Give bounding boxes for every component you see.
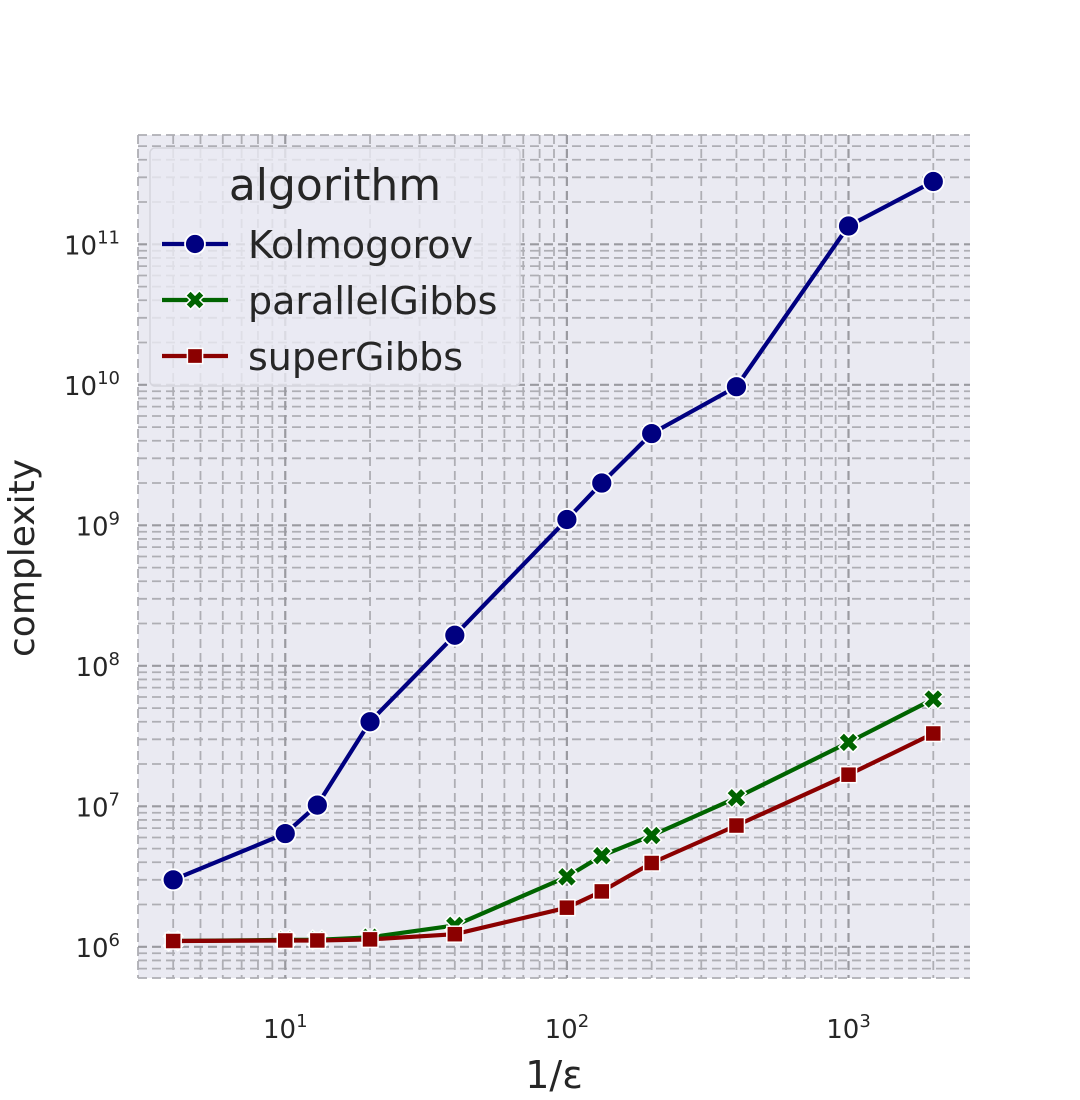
legend: algorithm Kolmogorov parallelGibbs superGi… bbox=[149, 147, 521, 387]
y-axis-ticks: 106 107 108 109 1010 1011 bbox=[64, 227, 120, 964]
legend-label: superGibbs bbox=[248, 335, 463, 379]
data-point-Kolmogorov bbox=[358, 710, 382, 734]
legend-label: parallelGibbs bbox=[248, 279, 497, 323]
data-point-parallelGibbs bbox=[922, 688, 945, 710]
data-point-Kolmogorov bbox=[273, 822, 297, 845]
x-tick-label: 103 bbox=[826, 1011, 871, 1045]
data-point-Kolmogorov bbox=[443, 623, 467, 647]
legend-entry-Kolmogorov: Kolmogorov bbox=[162, 223, 473, 267]
series-Kolmogorov bbox=[161, 170, 945, 892]
legend-box bbox=[149, 147, 521, 387]
data-point-Kolmogorov bbox=[725, 375, 748, 399]
data-point-superGibbs bbox=[308, 931, 327, 950]
data-point-Kolmogorov bbox=[921, 170, 945, 193]
x-tick-label: 101 bbox=[263, 1011, 308, 1045]
data-point-parallelGibbs bbox=[725, 786, 748, 809]
legend-entry-superGibbs: superGibbs bbox=[162, 335, 463, 379]
y-tick-label: 109 bbox=[75, 508, 120, 542]
data-point-Kolmogorov bbox=[640, 422, 664, 445]
legend-title: algorithm bbox=[229, 160, 441, 211]
data-point-Kolmogorov bbox=[161, 868, 185, 892]
data-point-superGibbs bbox=[164, 932, 182, 950]
series-superGibbs bbox=[164, 724, 943, 950]
data-point-superGibbs bbox=[361, 930, 379, 949]
data-point-superGibbs bbox=[446, 925, 464, 943]
y-tick-label: 1010 bbox=[64, 368, 120, 402]
legend-marker bbox=[186, 347, 204, 365]
data-point-superGibbs bbox=[558, 898, 576, 917]
data-point-parallelGibbs bbox=[590, 844, 613, 867]
y-tick-label: 107 bbox=[75, 789, 120, 823]
data-point-parallelGibbs bbox=[556, 865, 578, 888]
legend-marker bbox=[184, 289, 206, 311]
data-point-superGibbs bbox=[727, 816, 746, 835]
data-point-Kolmogorov bbox=[837, 214, 860, 238]
data-point-parallelGibbs bbox=[837, 731, 860, 754]
series-layer bbox=[161, 170, 945, 952]
data-point-superGibbs bbox=[642, 854, 661, 872]
legend-marker bbox=[184, 233, 206, 255]
data-point-superGibbs bbox=[276, 931, 295, 950]
data-point-superGibbs bbox=[924, 724, 943, 743]
legend-entries: Kolmogorov parallelGibbs superGibbs bbox=[162, 223, 497, 379]
data-point-Kolmogorov bbox=[555, 508, 579, 531]
y-tick-label: 1011 bbox=[64, 227, 120, 261]
y-tick-label: 106 bbox=[75, 930, 120, 964]
data-point-superGibbs bbox=[839, 765, 858, 784]
x-axis-label: 1/ε bbox=[525, 1053, 583, 1097]
data-point-Kolmogorov bbox=[305, 793, 329, 817]
legend-label: Kolmogorov bbox=[248, 223, 473, 267]
data-point-Kolmogorov bbox=[590, 471, 614, 495]
y-tick-label: 108 bbox=[75, 649, 120, 683]
x-axis-ticks: 101 102 103 bbox=[263, 1011, 871, 1045]
legend-entry-parallelGibbs: parallelGibbs bbox=[162, 279, 497, 323]
x-tick-label: 102 bbox=[545, 1011, 590, 1045]
y-axis-label: complexity bbox=[2, 459, 43, 657]
data-point-superGibbs bbox=[593, 882, 611, 901]
data-point-parallelGibbs bbox=[640, 824, 663, 847]
